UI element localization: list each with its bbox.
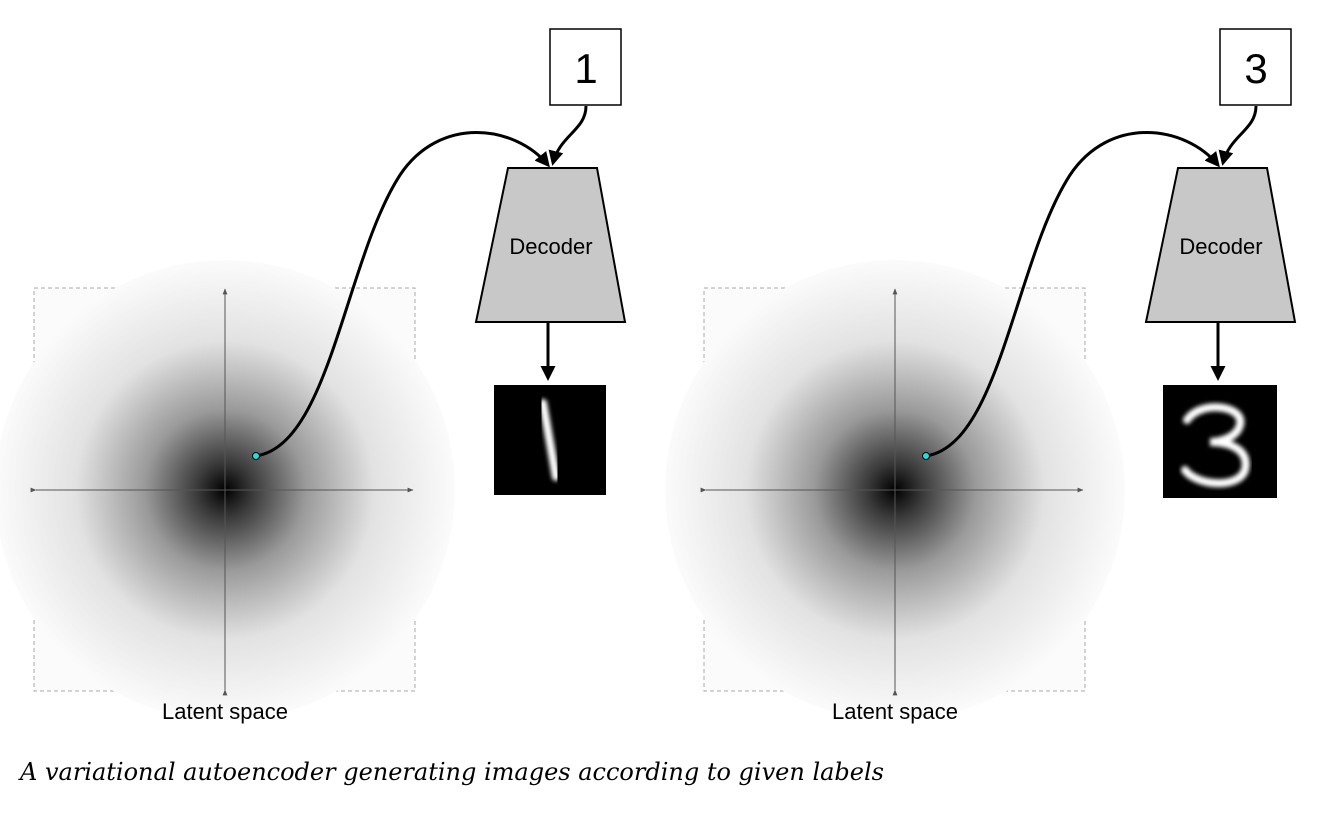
sample-point xyxy=(252,452,260,460)
label-text: 1 xyxy=(574,45,597,92)
panel: 3 Decoder Latent space xyxy=(665,28,1297,724)
sample-arrow xyxy=(255,131,550,458)
panel: 1 Decoder Latent space xyxy=(0,28,627,724)
label-text: 3 xyxy=(1244,45,1267,92)
sample-arrow xyxy=(925,131,1220,458)
decoder xyxy=(474,167,627,323)
label-box xyxy=(1219,28,1292,106)
decoder-label: Decoder xyxy=(509,234,592,259)
label-box xyxy=(549,28,622,106)
digit xyxy=(1181,403,1250,488)
latent-label: Latent space xyxy=(162,699,288,724)
label-arrow xyxy=(548,105,588,166)
label-arrow xyxy=(1218,105,1258,166)
digit xyxy=(539,399,560,481)
latent-label: Latent space xyxy=(832,699,958,724)
sample-point xyxy=(922,452,930,460)
caption: A variational autoencoder generating ima… xyxy=(18,758,884,786)
decoder-label: Decoder xyxy=(1179,234,1262,259)
decoder xyxy=(1144,167,1297,323)
